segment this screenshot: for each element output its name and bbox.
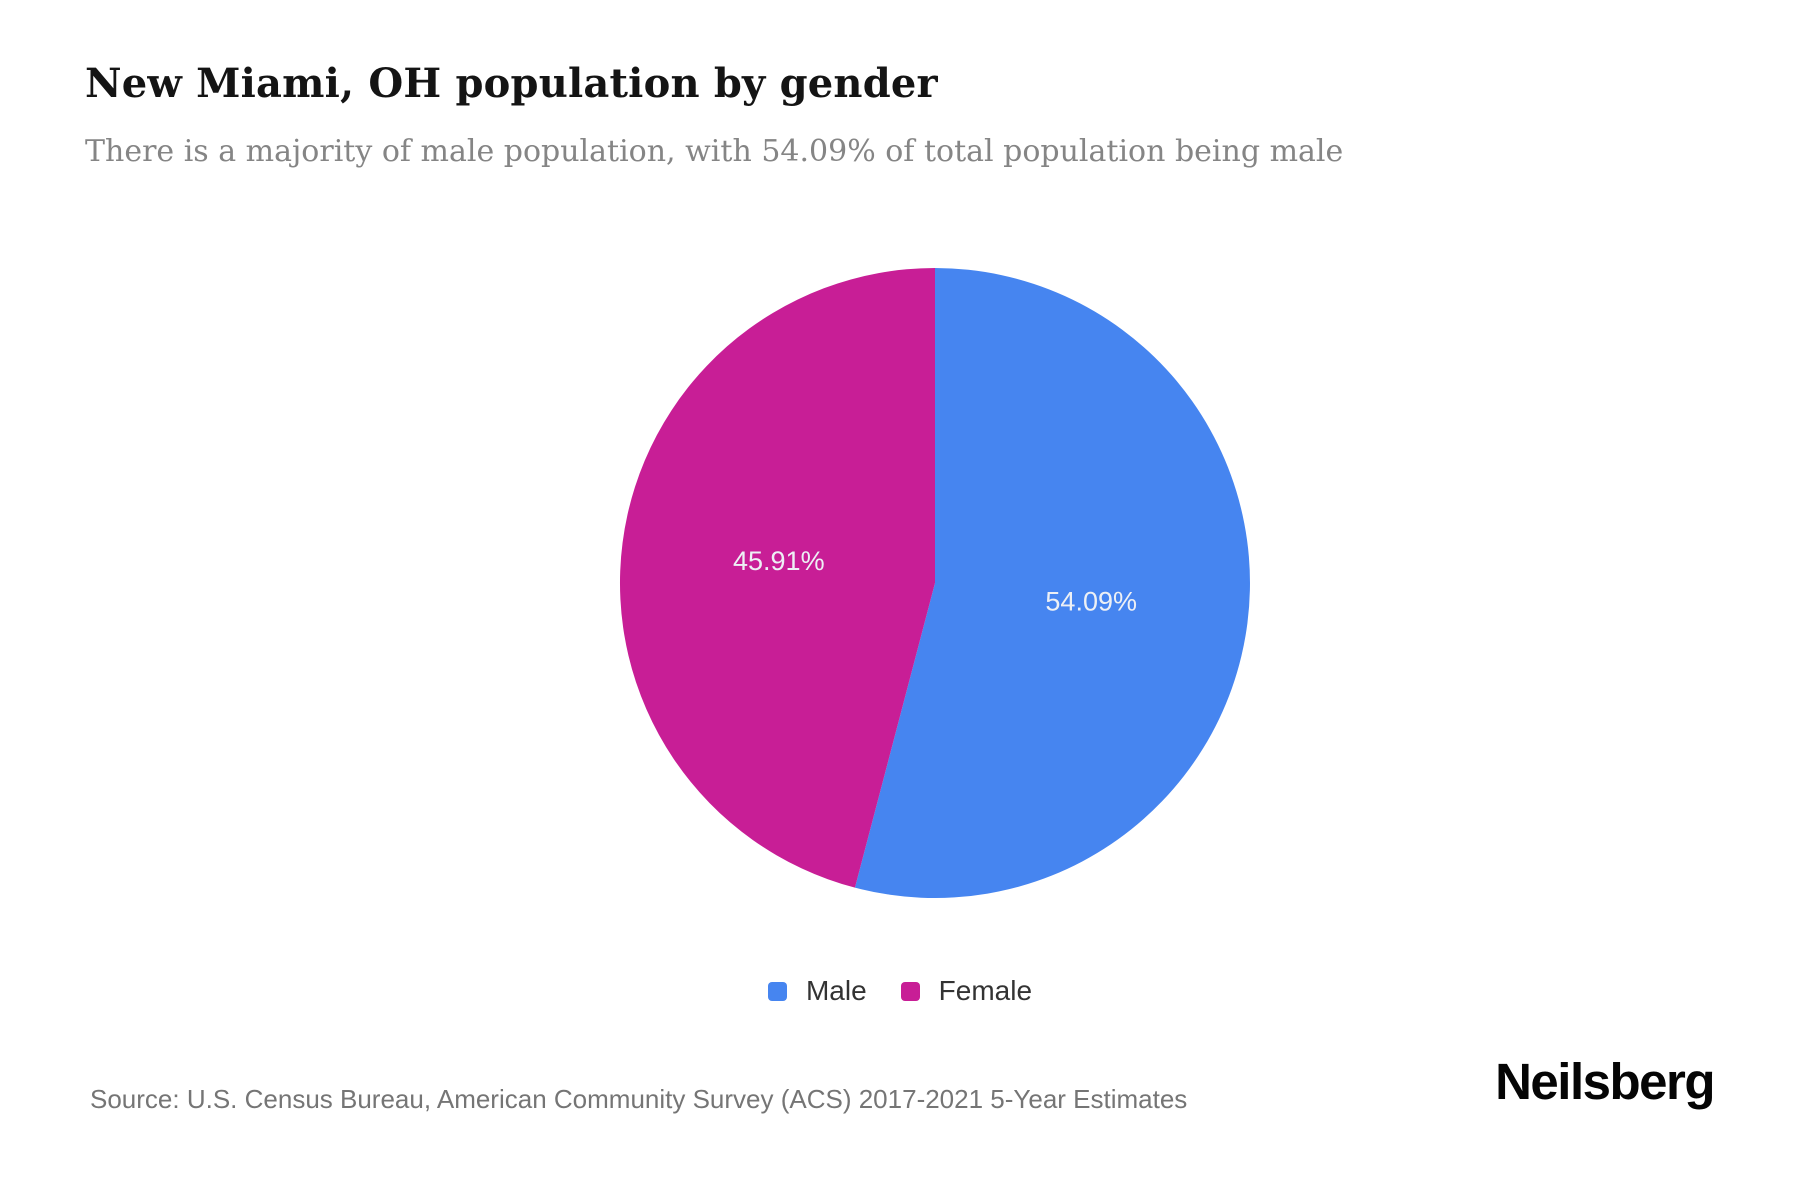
legend-swatch-female bbox=[900, 981, 920, 1001]
legend-label-female: Female bbox=[938, 975, 1033, 1006]
brand-logo: Neilsberg bbox=[1495, 1053, 1715, 1110]
page-subtitle: There is a majority of male population, … bbox=[85, 134, 1344, 169]
legend-item-female[interactable]: Female bbox=[900, 975, 1033, 1007]
pie-slice-male[interactable] bbox=[854, 268, 1250, 898]
legend-label-male: Male bbox=[805, 975, 867, 1006]
page-title: New Miami, OH population by gender bbox=[85, 60, 938, 107]
pie-label-female: 45.91% bbox=[733, 546, 825, 576]
chart-legend: Male Female bbox=[0, 975, 1800, 1007]
pie-slice-female[interactable] bbox=[619, 267, 935, 888]
legend-item-male[interactable]: Male bbox=[767, 975, 867, 1007]
source-note: Source: U.S. Census Bureau, American Com… bbox=[90, 1084, 1188, 1114]
legend-swatch-male bbox=[767, 981, 787, 1001]
pie-label-male: 54.09% bbox=[1045, 586, 1137, 616]
